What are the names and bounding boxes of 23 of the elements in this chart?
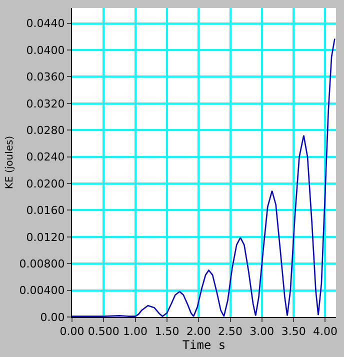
x-tick-label: 3.00 <box>250 325 274 338</box>
y-tick-label: 0.00800 <box>19 257 65 270</box>
y-tick-label: 0.00 <box>40 310 65 324</box>
y-tick-label: 0.0240 <box>26 150 65 164</box>
x-tick-label: 2.50 <box>218 325 243 338</box>
x-tick-label: 0.00 <box>60 325 84 338</box>
y-tick-label: 0.0440 <box>26 17 65 30</box>
x-tick-label: 2.00 <box>186 325 211 338</box>
x-tick-label: 1.00 <box>123 325 148 338</box>
y-tick-label: 0.0280 <box>26 124 65 137</box>
x-tick-label: 3.50 <box>281 325 306 338</box>
y-axis-title: KE (joules) <box>4 136 16 190</box>
x-tick-label: 1.50 <box>154 325 180 338</box>
y-tick-label: 0.0320 <box>26 97 65 110</box>
y-tick-label: 0.0120 <box>26 230 65 244</box>
x-tick-label: 0.500 <box>88 325 120 338</box>
y-tick-label: 0.0200 <box>26 177 65 190</box>
x-tick-label: 4.00 <box>312 325 338 338</box>
x-axis-title: Time s <box>182 338 226 352</box>
y-tick-label: 0.00400 <box>19 284 65 298</box>
y-tick-label: 0.0160 <box>26 204 65 218</box>
y-tick-label: 0.0400 <box>26 44 65 57</box>
y-tick-label: 0.0360 <box>26 70 65 84</box>
